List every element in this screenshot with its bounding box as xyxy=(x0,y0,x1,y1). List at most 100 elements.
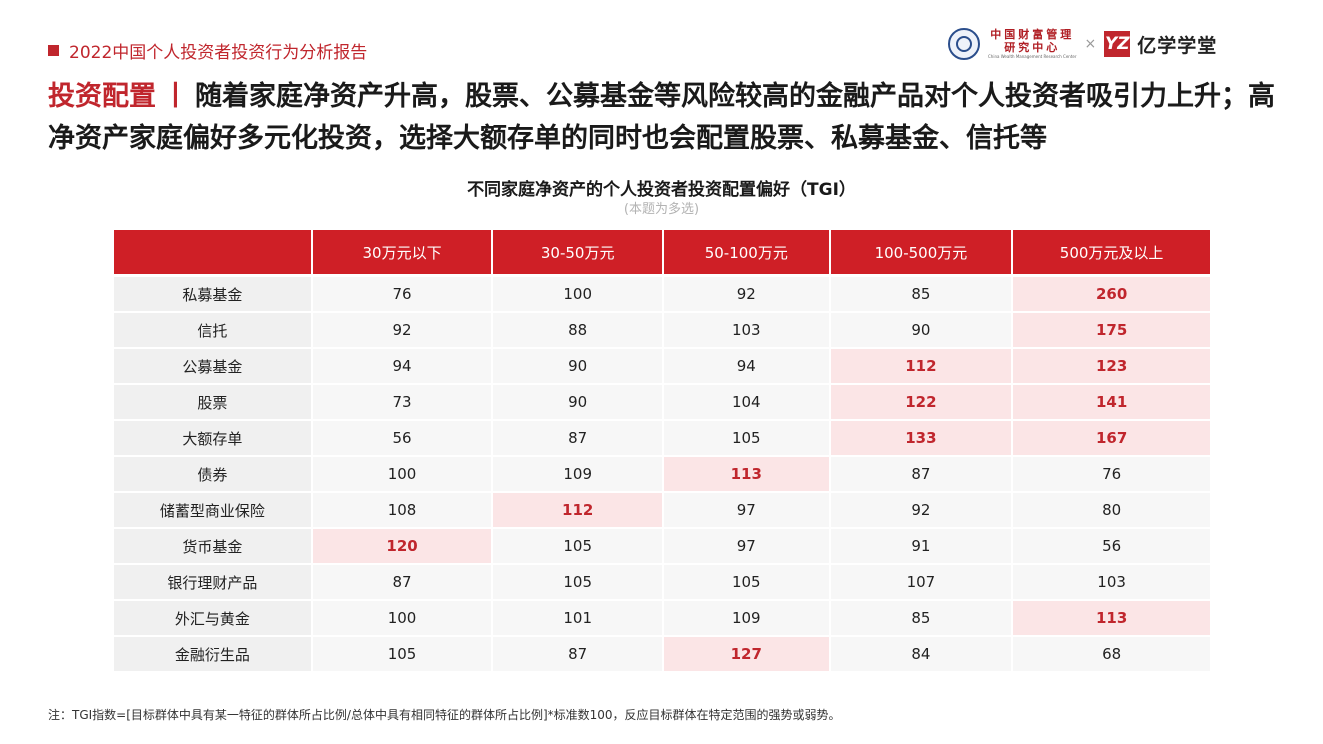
table-cell: 92 xyxy=(663,274,829,313)
table-cell: 92 xyxy=(312,313,492,349)
table-cell: 90 xyxy=(830,313,1012,349)
table-cell: 103 xyxy=(1013,565,1210,601)
table-cell: 105 xyxy=(663,421,829,457)
table-cell: 68 xyxy=(1013,637,1210,673)
report-title-text: 2022中国个人投资者投资行为分析报告 xyxy=(69,43,368,63)
row-label: 债券 xyxy=(114,457,311,493)
table-row: 债券 100 109 113 87 76 xyxy=(114,457,1210,493)
table-cell: 94 xyxy=(312,349,492,385)
footnote: 注：TGI指数=[目标群体中具有某一特征的群体所占比例/总体中具有相同特征的群体… xyxy=(48,708,841,722)
row-label: 货币基金 xyxy=(114,529,311,565)
table-row: 大额存单 56 87 105 133 167 xyxy=(114,421,1210,457)
table-cell: 122 xyxy=(830,385,1012,421)
row-label: 大额存单 xyxy=(114,421,311,457)
headline-separator: 丨 xyxy=(162,81,189,112)
headline-keyword: 投资配置 xyxy=(48,81,156,112)
headline-text: 随着家庭净资产升高，股票、公募基金等风险较高的金融产品对个人投资者吸引力上升；高… xyxy=(48,81,1275,154)
table-cell: 141 xyxy=(1013,385,1210,421)
org-name-line2: 研究中心 xyxy=(1004,41,1061,54)
table-row: 股票 73 90 104 122 141 xyxy=(114,385,1210,421)
table-cell: 120 xyxy=(312,529,492,565)
table-row: 外汇与黄金 100 101 109 85 113 xyxy=(114,601,1210,637)
org-name-english: China Wealth Management Research Center xyxy=(988,54,1077,59)
table-cell: 100 xyxy=(312,601,492,637)
table-cell: 105 xyxy=(493,565,662,601)
table-cell: 112 xyxy=(493,493,662,529)
row-label: 股票 xyxy=(114,385,311,421)
table-cell: 97 xyxy=(663,493,829,529)
table-cell: 105 xyxy=(493,529,662,565)
table-cell: 92 xyxy=(830,493,1012,529)
table-cell: 113 xyxy=(1013,601,1210,637)
table-cell: 87 xyxy=(493,637,662,673)
table-row: 金融衍生品 105 87 127 84 68 xyxy=(114,637,1210,673)
logo-group: 中国财富管理 研究中心 China Wealth Management Rese… xyxy=(948,26,1217,62)
column-header: 50-100万元 xyxy=(663,230,829,274)
table-cell: 109 xyxy=(493,457,662,493)
org-logo: 中国财富管理 研究中心 China Wealth Management Rese… xyxy=(988,29,1077,59)
table-cell: 91 xyxy=(830,529,1012,565)
column-header: 30-50万元 xyxy=(493,230,662,274)
table-cell: 87 xyxy=(493,421,662,457)
table-cell: 100 xyxy=(493,274,662,313)
table-row: 信托 92 88 103 90 175 xyxy=(114,313,1210,349)
row-label: 银行理财产品 xyxy=(114,565,311,601)
table-cell: 80 xyxy=(1013,493,1210,529)
table-cell: 90 xyxy=(493,349,662,385)
table-cell: 87 xyxy=(830,457,1012,493)
table-cell: 260 xyxy=(1013,274,1210,313)
table-cell: 56 xyxy=(1013,529,1210,565)
table-row: 储蓄型商业保险 108 112 97 92 80 xyxy=(114,493,1210,529)
row-label: 私募基金 xyxy=(114,274,311,313)
table-header-row: 30万元以下 30-50万元 50-100万元 100-500万元 500万元及… xyxy=(114,230,1210,274)
table-cell: 104 xyxy=(663,385,829,421)
table-row: 公募基金 94 90 94 112 123 xyxy=(114,349,1210,385)
table-cell: 175 xyxy=(1013,313,1210,349)
table-cell: 107 xyxy=(830,565,1012,601)
table-cell: 73 xyxy=(312,385,492,421)
table-title: 不同家庭净资产的个人投资者投资配置偏好（TGI） xyxy=(467,180,856,200)
red-square-icon xyxy=(48,45,59,56)
table-cell: 109 xyxy=(663,601,829,637)
table-cell: 112 xyxy=(830,349,1012,385)
table-cell: 56 xyxy=(312,421,492,457)
table-cell: 167 xyxy=(1013,421,1210,457)
brand-name: 亿学学堂 xyxy=(1137,34,1218,57)
column-header: 500万元及以上 xyxy=(1013,230,1210,274)
table-row: 银行理财产品 87 105 105 107 103 xyxy=(114,565,1210,601)
table-cell: 76 xyxy=(1013,457,1210,493)
seal-logo-icon xyxy=(948,28,980,60)
table-cell: 88 xyxy=(493,313,662,349)
table-cell: 108 xyxy=(312,493,492,529)
table-row: 货币基金 120 105 97 91 56 xyxy=(114,529,1210,565)
table-cell: 105 xyxy=(312,637,492,673)
table-cell: 123 xyxy=(1013,349,1210,385)
row-label: 储蓄型商业保险 xyxy=(114,493,311,529)
brand-logo-icon: YZ xyxy=(1104,31,1131,57)
row-label: 信托 xyxy=(114,313,311,349)
table-cell: 94 xyxy=(663,349,829,385)
table-cell: 87 xyxy=(312,565,492,601)
table-cell: 85 xyxy=(830,601,1012,637)
table-cell: 100 xyxy=(312,457,492,493)
table-cell: 133 xyxy=(830,421,1012,457)
report-title: 2022中国个人投资者投资行为分析报告 xyxy=(48,38,367,63)
row-label: 金融衍生品 xyxy=(114,637,311,673)
table-cell: 76 xyxy=(312,274,492,313)
header-corner xyxy=(114,230,311,274)
table-cell: 105 xyxy=(663,565,829,601)
column-header: 30万元以下 xyxy=(312,230,492,274)
row-label: 公募基金 xyxy=(114,349,311,385)
row-label: 外汇与黄金 xyxy=(114,601,311,637)
table-cell: 84 xyxy=(830,637,1012,673)
table-cell: 90 xyxy=(493,385,662,421)
column-header: 100-500万元 xyxy=(830,230,1012,274)
tgi-table: 30万元以下 30-50万元 50-100万元 100-500万元 500万元及… xyxy=(112,230,1212,673)
headline: 投资配置丨随着家庭净资产升高，股票、公募基金等风险较高的金融产品对个人投资者吸引… xyxy=(48,76,1288,160)
table-cell: 113 xyxy=(663,457,829,493)
table-cell: 127 xyxy=(663,637,829,673)
logo-separator: × xyxy=(1084,36,1097,52)
table-subtitle: (本题为多选) xyxy=(623,202,700,217)
org-name-line1: 中国财富管理 xyxy=(990,28,1075,41)
table-cell: 97 xyxy=(663,529,829,565)
